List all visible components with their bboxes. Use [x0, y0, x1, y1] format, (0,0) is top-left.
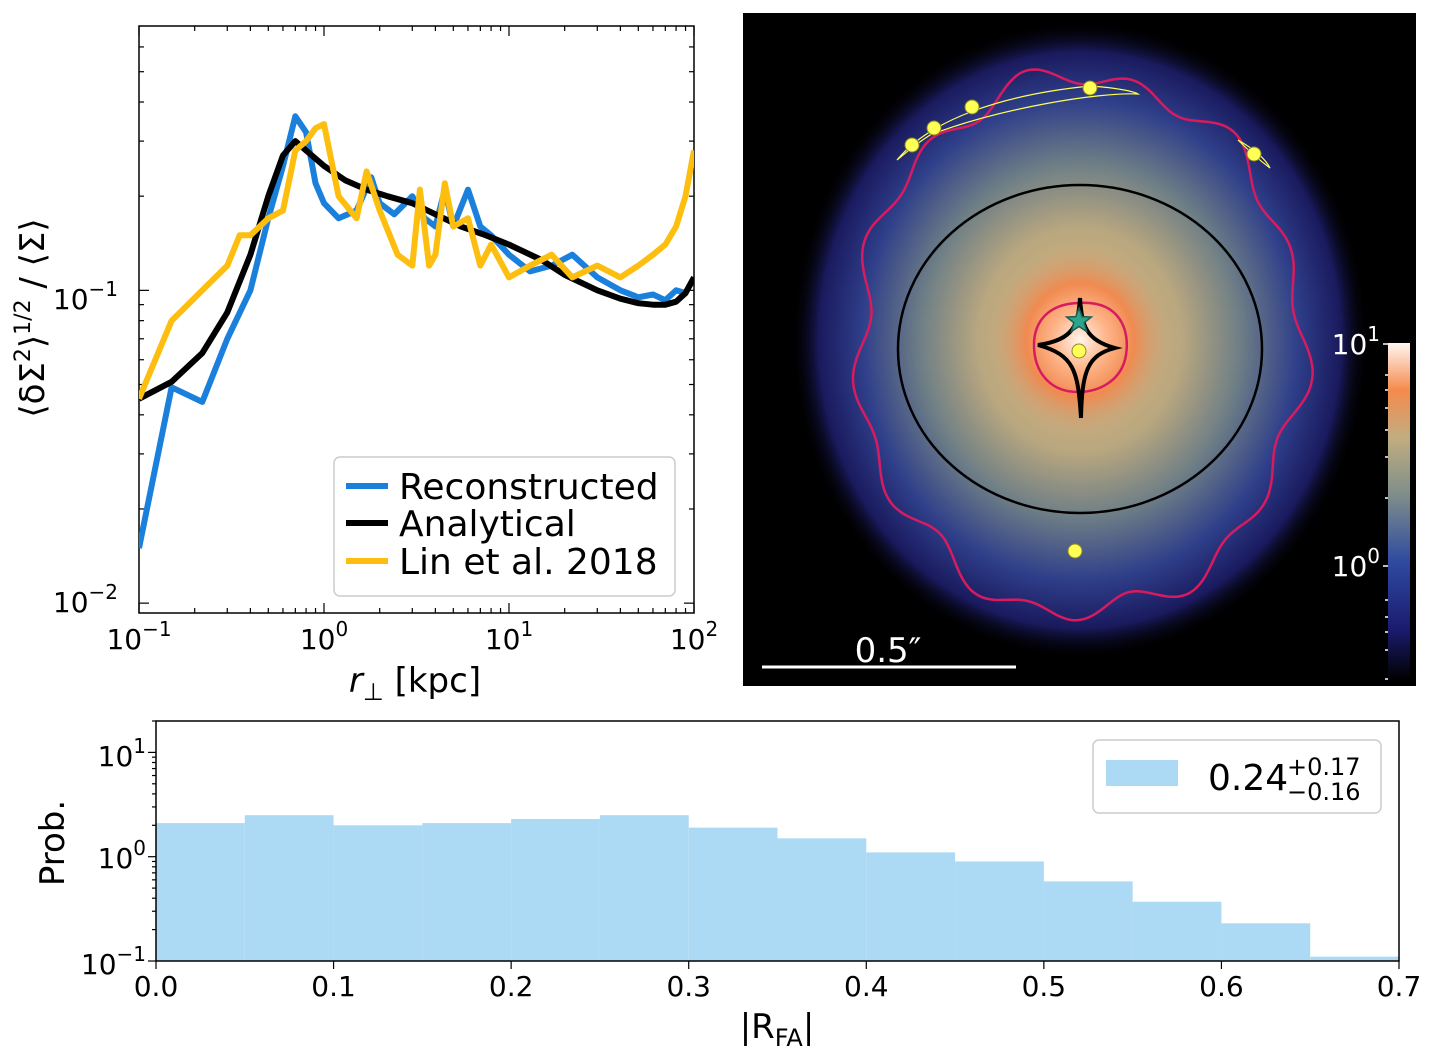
histogram-bar: [156, 823, 245, 961]
histogram-bar: [244, 815, 334, 961]
histogram-bar: [333, 825, 423, 961]
histogram-bar: [1310, 956, 1399, 961]
histogram-ticks: [148, 720, 1400, 969]
lensed-image-dot: [1246, 146, 1262, 162]
x-tick-labels: 10−1 100 101 102: [106, 617, 718, 656]
lensed-arc: [1237, 139, 1271, 169]
histogram-y-tick-labels: 10−1 100 101: [81, 734, 146, 981]
line-legend: Reconstructed Analytical Lin et al. 2018: [333, 456, 676, 597]
series-line-reconstructed: [139, 113, 694, 549]
legend-box: [1092, 739, 1382, 814]
lensed-image-dot: [1067, 543, 1083, 559]
legend-swatch: [1106, 760, 1178, 786]
legend-label: 0.24: [1208, 758, 1288, 799]
histogram-bar: [599, 815, 689, 961]
y-axis-label: ⟨δΣ2⟩1/2 / ⟨Σ⟩: [11, 218, 53, 417]
source-star: [1064, 305, 1094, 334]
histogram-bar: [866, 852, 956, 961]
y-tick-label: 10−2: [53, 580, 118, 619]
histogram-panel: 0.0 0.1 0.2 0.3 0.4 0.5 0.6 0.7 10−1 100 101 |R…: [33, 720, 1422, 1052]
line-plot-ticks: [138, 26, 695, 613]
histogram-bar: [511, 818, 600, 961]
legend-box: [333, 456, 676, 597]
x-tick-label: 10−1: [106, 617, 171, 656]
histogram-x-tick-labels: 0.0 0.1 0.2 0.3 0.4 0.5 0.6 0.7: [134, 970, 1422, 1003]
histogram-bar: [777, 838, 867, 961]
lens-image-panel: 0.5″ 101 100: [743, 13, 1416, 686]
x-tick-label: 101: [485, 617, 533, 656]
x-tick-label: 0.7: [1377, 970, 1422, 1003]
histogram-y-axis-label: Prob.: [33, 800, 73, 886]
x-axis-label: r⊥ [kpc]: [349, 661, 481, 706]
y-tick-label: 10−1: [53, 277, 118, 316]
lensed-image-dot: [1071, 343, 1087, 359]
lensed-image-dot: [964, 99, 980, 115]
histogram-bar: [1221, 923, 1311, 961]
line-plot-series: [139, 113, 694, 549]
scale-bar-label: 0.5″: [855, 631, 922, 671]
legend-label-lin-2018: Lin et al. 2018: [399, 542, 658, 583]
galaxy-core: [990, 245, 1170, 435]
y-tick-label: 10−1: [81, 942, 146, 981]
lensed-image-dot: [1082, 80, 1098, 96]
x-tick-label: 0.6: [1199, 970, 1244, 1003]
colorbar-tick-label: 100: [1332, 544, 1380, 583]
x-tick-label: 0.0: [134, 970, 179, 1003]
lensed-image-dot: [926, 120, 942, 136]
histogram-bar: [1132, 901, 1222, 961]
histogram-bar: [955, 861, 1044, 961]
legend-upper-error: +0.17: [1287, 753, 1361, 781]
caustic-curve: [1037, 297, 1123, 419]
lensed-image-dot: [904, 137, 920, 153]
legend-label-reconstructed: Reconstructed: [399, 467, 659, 508]
series-line-lin-2018: [139, 121, 694, 400]
histogram-legend: 0.24 +0.17 −0.16: [1092, 739, 1382, 814]
colorbar: [1388, 343, 1410, 680]
x-tick-label: 0.5: [1022, 970, 1067, 1003]
histogram-bar: [688, 827, 778, 961]
x-tick-label: 100: [300, 617, 348, 656]
legend-lower-error: −0.16: [1287, 778, 1361, 806]
legend-label-analytical: Analytical: [399, 504, 576, 545]
y-tick-label: 101: [98, 734, 146, 773]
x-tick-label: 102: [670, 617, 718, 656]
black-ellipse: [896, 183, 1264, 515]
y-tick-label: 100: [98, 836, 146, 875]
colorbar-tick-label: 101: [1332, 322, 1380, 361]
outer-critical-curve: [851, 68, 1314, 622]
x-tick-label: 0.1: [311, 970, 356, 1003]
histogram-bar: [1043, 881, 1133, 961]
x-tick-label: 0.2: [489, 970, 534, 1003]
line-panel: 10−1 100 101 102 10−2 10−1 r⊥ [kpc] ⟨δΣ2…: [11, 25, 718, 706]
histogram-bars: [156, 815, 1399, 961]
lensed-images: [896, 80, 1271, 559]
x-tick-label: 0.4: [844, 970, 889, 1003]
colorbar-ticks: [1383, 343, 1388, 680]
x-tick-label: 0.3: [666, 970, 711, 1003]
histogram-bar: [422, 823, 512, 961]
histogram-frame: [155, 720, 1400, 962]
histogram-x-axis-label: |RFA|: [740, 1007, 815, 1052]
y-tick-labels: 10−2 10−1: [53, 277, 118, 619]
